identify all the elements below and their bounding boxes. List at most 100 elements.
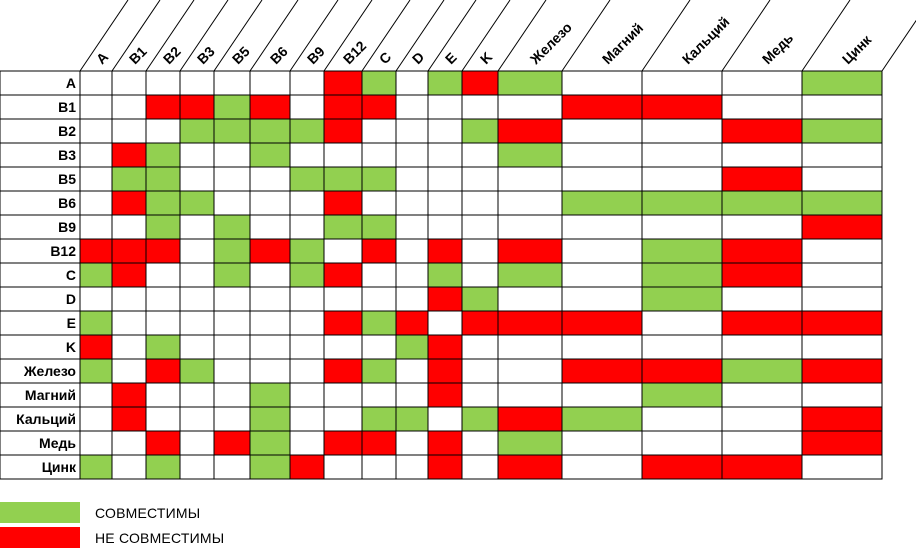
cell-incompatible xyxy=(111,382,147,408)
cell-empty xyxy=(461,190,499,216)
cell-empty xyxy=(111,358,147,384)
cell-compatible xyxy=(323,214,363,240)
cell-incompatible xyxy=(641,358,723,384)
cell-incompatible xyxy=(497,238,563,264)
cell-incompatible xyxy=(497,406,563,432)
cell-empty xyxy=(641,214,723,240)
cell-empty xyxy=(395,238,429,264)
cell-empty xyxy=(323,238,363,264)
cell-empty xyxy=(323,142,363,168)
header-divider xyxy=(145,0,195,72)
cell-empty xyxy=(561,262,643,288)
cell-empty xyxy=(249,358,291,384)
cell-empty xyxy=(497,358,563,384)
cell-empty xyxy=(179,286,215,312)
cell-incompatible xyxy=(721,118,803,144)
header-divider xyxy=(881,19,916,72)
row-header-cell xyxy=(0,166,81,192)
cell-incompatible xyxy=(323,358,363,384)
cell-empty xyxy=(289,190,325,216)
cell-empty xyxy=(641,118,723,144)
cell-empty xyxy=(561,286,643,312)
cell-compatible xyxy=(79,310,113,336)
cell-empty xyxy=(289,142,325,168)
cell-empty xyxy=(79,190,113,216)
cell-empty xyxy=(213,142,251,168)
cell-empty xyxy=(427,190,463,216)
row-header-cell xyxy=(0,430,81,456)
cell-compatible xyxy=(561,190,643,216)
header-divider xyxy=(213,0,263,72)
cell-empty xyxy=(361,262,397,288)
row-header: B12 xyxy=(50,243,76,259)
cell-incompatible xyxy=(111,238,147,264)
cell-empty xyxy=(721,142,803,168)
cell-empty xyxy=(145,286,181,312)
cell-incompatible xyxy=(427,382,463,408)
cell-incompatible xyxy=(561,358,643,384)
cell-incompatible xyxy=(801,430,883,456)
cell-empty xyxy=(289,214,325,240)
column-header: Цинк xyxy=(839,31,875,67)
cell-incompatible xyxy=(111,406,147,432)
column-header: E xyxy=(442,49,460,67)
cell-empty xyxy=(79,142,113,168)
cell-empty xyxy=(111,70,147,96)
cell-empty xyxy=(79,118,113,144)
cell-empty xyxy=(79,94,113,120)
cell-empty xyxy=(801,142,883,168)
cell-incompatible xyxy=(561,310,643,336)
cell-empty xyxy=(111,430,147,456)
legend-swatch-incompatible xyxy=(0,527,80,548)
cell-empty xyxy=(323,382,363,408)
cell-empty xyxy=(497,190,563,216)
cell-empty xyxy=(249,214,291,240)
cell-compatible xyxy=(497,70,563,96)
cell-empty xyxy=(395,286,429,312)
cell-compatible xyxy=(145,454,181,480)
cell-empty xyxy=(323,286,363,312)
cell-incompatible xyxy=(145,430,181,456)
cell-empty xyxy=(289,358,325,384)
column-header: B6 xyxy=(267,43,291,67)
cell-empty xyxy=(641,334,723,360)
cell-incompatible xyxy=(323,430,363,456)
row-header: B3 xyxy=(58,147,76,163)
cell-empty xyxy=(179,214,215,240)
column-header: B2 xyxy=(160,43,184,67)
header-divider xyxy=(249,0,299,72)
cell-incompatible xyxy=(289,454,325,480)
cell-empty xyxy=(249,310,291,336)
cell-empty xyxy=(561,334,643,360)
cell-incompatible xyxy=(111,142,147,168)
legend-compatible: СОВМЕСТИМЫ xyxy=(0,502,200,523)
cell-empty xyxy=(111,334,147,360)
cell-incompatible xyxy=(323,310,363,336)
cell-empty xyxy=(561,214,643,240)
cell-empty xyxy=(213,190,251,216)
cell-incompatible xyxy=(801,310,883,336)
cell-compatible xyxy=(289,166,325,192)
cell-empty xyxy=(79,166,113,192)
cell-empty xyxy=(561,454,643,480)
cell-empty xyxy=(721,430,803,456)
cell-incompatible xyxy=(497,454,563,480)
cell-compatible xyxy=(79,262,113,288)
cell-compatible xyxy=(79,358,113,384)
cell-empty xyxy=(179,142,215,168)
cell-incompatible xyxy=(461,70,499,96)
cell-empty xyxy=(395,166,429,192)
cell-empty xyxy=(461,334,499,360)
cell-incompatible xyxy=(249,94,291,120)
cell-empty xyxy=(361,118,397,144)
row-header: E xyxy=(67,315,76,331)
header-divider xyxy=(79,0,129,72)
cell-empty xyxy=(721,70,803,96)
column-header: K xyxy=(477,49,495,67)
cell-incompatible xyxy=(249,238,291,264)
cell-empty xyxy=(145,262,181,288)
cell-empty xyxy=(179,334,215,360)
cell-empty xyxy=(561,70,643,96)
cell-empty xyxy=(145,70,181,96)
cell-incompatible xyxy=(323,94,363,120)
